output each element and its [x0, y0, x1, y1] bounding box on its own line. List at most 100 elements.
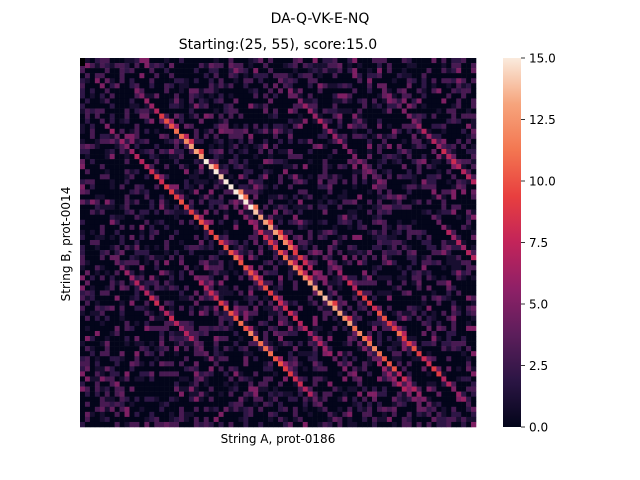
heatmap-cell	[159, 239, 165, 246]
heatmap-cell	[193, 103, 200, 109]
heatmap-cell	[169, 245, 175, 251]
heatmap-cell	[169, 174, 175, 180]
heatmap-cell	[114, 58, 120, 64]
heatmap-cell	[421, 93, 427, 99]
heatmap-cell	[456, 356, 462, 362]
heatmap-cell	[109, 371, 115, 377]
heatmap-cell	[124, 73, 130, 79]
heatmap-cell	[446, 133, 452, 140]
heatmap-cell	[352, 63, 358, 69]
heatmap-cell	[238, 330, 244, 337]
heatmap-cell	[446, 174, 452, 180]
heatmap-cell	[466, 229, 472, 236]
heatmap-cell	[287, 320, 294, 327]
heatmap-cell	[238, 108, 244, 114]
heatmap-cell	[223, 219, 229, 226]
heatmap-cell	[114, 159, 120, 165]
heatmap-cell	[114, 341, 120, 347]
heatmap-cell	[139, 255, 145, 261]
heatmap-cell	[208, 361, 214, 367]
heatmap-cell	[278, 229, 284, 236]
heatmap-cell	[258, 159, 264, 165]
heatmap-cell	[139, 320, 145, 327]
heatmap-cell	[347, 290, 353, 296]
heatmap-cell	[282, 300, 289, 306]
heatmap-cell	[411, 169, 417, 175]
heatmap-cell	[243, 143, 249, 150]
heatmap-cell	[342, 270, 348, 276]
heatmap-cell	[297, 103, 304, 109]
heatmap-cell	[149, 315, 155, 322]
heatmap-cell	[149, 275, 155, 281]
heatmap-cell	[406, 330, 412, 337]
heatmap-cell	[287, 300, 294, 306]
heatmap-cell	[327, 209, 333, 215]
heatmap-cell	[258, 295, 264, 301]
heatmap-cell	[94, 300, 101, 306]
heatmap-cell	[203, 133, 209, 140]
heatmap-cell	[396, 336, 403, 342]
heatmap-cell	[263, 295, 269, 301]
heatmap-cell	[253, 199, 259, 205]
heatmap-cell	[426, 234, 432, 241]
heatmap-cell	[436, 83, 442, 89]
heatmap-cell	[109, 265, 115, 271]
heatmap-cell	[169, 123, 175, 130]
heatmap-cell	[218, 229, 224, 236]
heatmap-cell	[466, 295, 472, 301]
heatmap-cell	[174, 199, 180, 205]
heatmap-cell	[198, 265, 205, 271]
heatmap-cell	[431, 305, 437, 312]
heatmap-cell	[391, 280, 398, 286]
heatmap-cell	[193, 143, 200, 150]
heatmap-cell	[391, 366, 398, 372]
heatmap-cell	[139, 280, 145, 286]
heatmap-cell	[198, 98, 205, 104]
heatmap-cell	[223, 265, 229, 271]
heatmap-cell	[386, 351, 393, 357]
heatmap-cell	[416, 234, 422, 241]
heatmap-cell	[461, 305, 467, 312]
heatmap-cell	[248, 300, 254, 306]
heatmap-cell	[292, 194, 299, 200]
heatmap-cell	[278, 154, 284, 160]
heatmap-cell	[94, 285, 101, 291]
heatmap-cell	[317, 361, 323, 367]
heatmap-cell	[124, 305, 130, 312]
heatmap-cell	[411, 58, 417, 64]
heatmap-cell	[391, 336, 398, 342]
heatmap-cell	[238, 285, 244, 291]
heatmap-cell	[322, 58, 328, 64]
heatmap-cell	[451, 118, 457, 125]
heatmap-cell	[139, 285, 145, 291]
heatmap-cell	[436, 78, 442, 84]
heatmap-cell	[416, 184, 422, 190]
heatmap-cell	[337, 179, 343, 185]
heatmap-cell	[342, 250, 348, 256]
heatmap-cell	[362, 184, 368, 190]
heatmap-cell	[292, 275, 299, 281]
heatmap-cell	[144, 63, 150, 69]
heatmap-cell	[278, 78, 284, 84]
heatmap-cell	[253, 184, 259, 190]
heatmap-cell	[114, 73, 120, 79]
heatmap-cell	[362, 305, 368, 312]
heatmap-cell	[377, 143, 383, 150]
heatmap-cell	[144, 280, 150, 286]
heatmap-cell	[406, 179, 412, 185]
heatmap-cell	[238, 366, 244, 372]
heatmap-cell	[164, 113, 170, 119]
heatmap-cell	[386, 189, 393, 195]
heatmap-cell	[159, 199, 165, 205]
heatmap-cell	[99, 245, 106, 251]
heatmap-cell	[109, 93, 115, 99]
heatmap-cell	[99, 148, 106, 155]
heatmap-cell	[144, 98, 150, 104]
heatmap-cell	[268, 285, 274, 291]
heatmap-cell	[243, 219, 249, 226]
heatmap-cell	[342, 214, 348, 221]
heatmap-cell	[372, 265, 378, 271]
heatmap-cell	[401, 300, 407, 306]
heatmap-cell	[94, 164, 101, 170]
heatmap-cell	[183, 78, 190, 84]
